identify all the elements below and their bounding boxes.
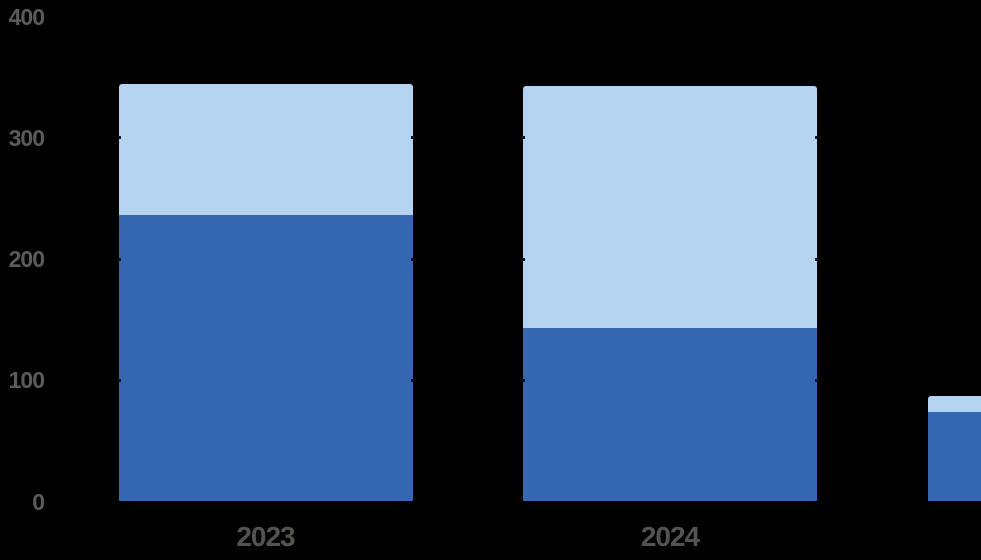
gridline-notch <box>815 257 818 261</box>
gridline-notch <box>410 378 414 382</box>
gridline-notch <box>117 378 121 382</box>
gridline-notch <box>522 257 525 261</box>
gridline-notch <box>815 378 818 382</box>
y-tick-label-300: 300 <box>8 124 45 151</box>
bar-segment-clipped-dark-blue <box>927 411 981 502</box>
gridline-notch <box>410 136 414 140</box>
y-tick-label-100: 100 <box>8 367 45 394</box>
gridline-notch <box>117 257 121 261</box>
bar-segment-2024-light-blue <box>523 85 817 329</box>
bar-segment-2023-light-blue <box>118 84 413 216</box>
gridline-notch <box>410 257 414 261</box>
bar-segment-clipped-light-blue <box>927 396 981 412</box>
x-category-label-2023: 2023 <box>236 521 295 552</box>
gridline-notch <box>815 136 818 140</box>
y-tick-label-400: 400 <box>8 3 45 30</box>
y-tick-label-200: 200 <box>8 246 45 272</box>
y-tick-label-0: 0 <box>32 488 45 515</box>
gridline-notch <box>117 136 121 140</box>
bar-segment-2024-dark-blue <box>523 328 817 502</box>
x-category-label-2024: 2024 <box>640 521 700 552</box>
gridline-notch <box>522 136 525 140</box>
bar-segment-2023-dark-blue <box>118 215 413 502</box>
gridline-notch <box>522 378 525 382</box>
